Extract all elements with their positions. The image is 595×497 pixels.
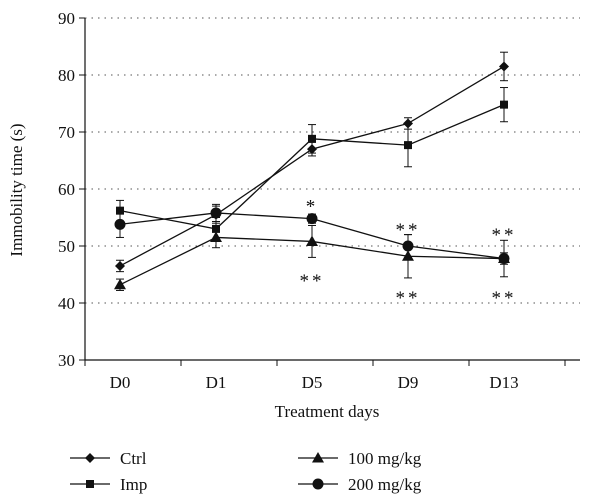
- annotations: ***********: [300, 196, 517, 309]
- triangle-marker: [306, 235, 318, 246]
- circle-marker: [312, 478, 324, 490]
- gridlines: [85, 17, 580, 304]
- axes: 30 40 50 60 70 80 90 D0 D1 D5 D9 D13: [58, 9, 580, 392]
- legend-item: 200 mg/kg: [298, 475, 422, 494]
- square-marker: [308, 134, 316, 143]
- y-tick-label: 50: [58, 237, 75, 256]
- y-axis-label: Immobility time (s): [7, 123, 26, 256]
- significance-mark: **: [396, 220, 421, 241]
- square-marker: [404, 141, 412, 150]
- y-tick-label: 80: [58, 66, 75, 85]
- circle-marker: [114, 218, 126, 230]
- circle-marker: [498, 253, 510, 265]
- y-tick-label: 70: [58, 123, 75, 142]
- diamond-marker: [499, 61, 509, 72]
- significance-mark: **: [492, 225, 517, 246]
- legend-label: Imp: [120, 475, 147, 494]
- legend-item: Ctrl: [70, 449, 147, 468]
- legend-item: 100 mg/kg: [298, 449, 422, 468]
- legend: Ctrl Imp 100 mg/kg 200 mg/kg: [70, 449, 422, 494]
- significance-mark: **: [396, 288, 421, 309]
- triangle-marker: [114, 278, 126, 290]
- triangle-marker: [312, 452, 324, 463]
- circle-marker: [402, 240, 414, 252]
- significance-mark: **: [300, 271, 325, 292]
- x-tick-label: D13: [489, 373, 518, 392]
- y-tick-label: 30: [58, 351, 75, 370]
- x-axis-label: Treatment days: [275, 402, 380, 421]
- significance-mark: *: [306, 196, 319, 217]
- square-marker: [116, 206, 124, 215]
- square-marker: [86, 480, 94, 488]
- significance-mark: **: [492, 288, 517, 309]
- series-group: [114, 51, 510, 291]
- x-tick-label: D9: [398, 373, 419, 392]
- y-tick-label: 40: [58, 294, 75, 313]
- legend-label: 100 mg/kg: [348, 449, 422, 468]
- series-circle: [114, 203, 510, 265]
- legend-label: 200 mg/kg: [348, 475, 422, 494]
- diamond-marker: [85, 453, 95, 463]
- triangle-marker: [210, 231, 222, 242]
- circle-marker: [306, 213, 318, 225]
- legend-item: Imp: [70, 475, 147, 494]
- diamond-marker: [115, 260, 125, 271]
- legend-label: Ctrl: [120, 449, 147, 468]
- y-tick-label: 60: [58, 180, 75, 199]
- y-tick-label: 90: [58, 9, 75, 28]
- x-tick-label: D1: [206, 373, 227, 392]
- x-tick-label: D5: [302, 373, 323, 392]
- circle-marker: [210, 207, 222, 219]
- square-marker: [500, 100, 508, 109]
- x-tick-label: D0: [110, 373, 131, 392]
